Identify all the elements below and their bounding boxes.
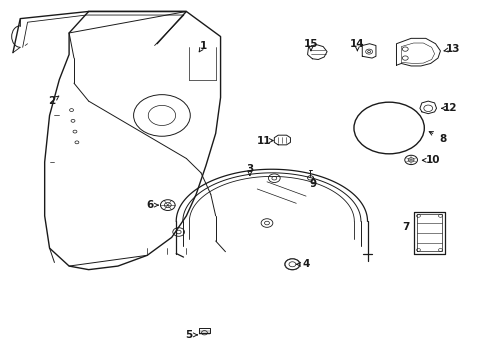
Text: 8: 8 (439, 134, 446, 144)
Text: 13: 13 (445, 44, 460, 54)
Text: 15: 15 (304, 39, 318, 49)
Text: 14: 14 (350, 39, 365, 49)
Text: 12: 12 (443, 103, 458, 113)
Text: 2: 2 (49, 96, 56, 106)
Text: 4: 4 (302, 259, 310, 269)
Text: 5: 5 (185, 330, 193, 340)
Text: 6: 6 (146, 200, 153, 210)
Text: 7: 7 (403, 222, 410, 231)
Text: 11: 11 (257, 136, 272, 145)
Text: 1: 1 (200, 41, 207, 50)
Text: 3: 3 (246, 164, 253, 174)
Text: 9: 9 (310, 179, 317, 189)
Text: 10: 10 (426, 155, 441, 165)
